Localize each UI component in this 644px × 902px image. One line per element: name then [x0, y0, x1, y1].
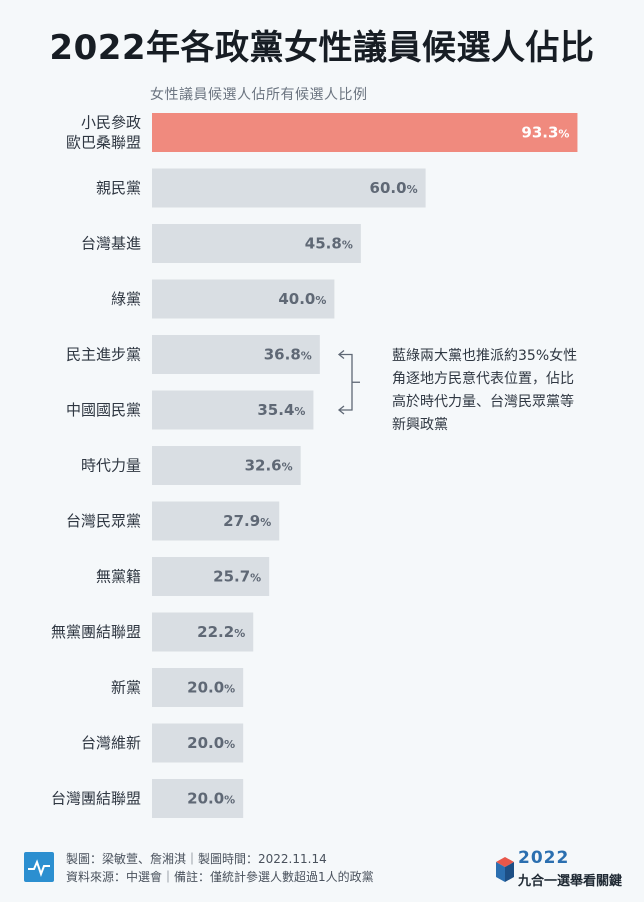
annotation-bracket [340, 353, 353, 411]
category-label: 台灣基進 [81, 235, 141, 253]
bar-chart: 93.3% 小民參政歐巴桑聯盟 60.0% 親民黨 45.8% 台灣基進 40.0% 綠黨 36… [51, 113, 578, 818]
bar [152, 390, 314, 430]
category-label: 無黨團結聯盟 [51, 623, 141, 641]
data-label: 60.0% [370, 179, 418, 197]
bar [152, 224, 361, 263]
bar [152, 279, 335, 319]
annotation-arrowhead [337, 405, 345, 415]
data-label: 27.9% [223, 512, 271, 530]
bar [152, 723, 244, 763]
bar [152, 612, 254, 652]
ballot-box-icon [496, 857, 514, 882]
footer-credits: 製圖：梁敏萱、詹湘淇｜製圖時間：2022.11.14 資料來源：中選會｜備註：僅… [66, 850, 374, 886]
chart-subtitle: 女性議員候選人佔所有候選人比例 [150, 87, 368, 103]
annotation-line: 新興政黨 [392, 417, 448, 433]
footer-source-line: 資料來源：中選會｜備註：僅統計參選人數超過1人的政黨 [66, 870, 374, 884]
data-label: 40.0% [278, 290, 326, 308]
bar [152, 501, 280, 541]
bar [152, 168, 426, 208]
bar [152, 557, 270, 596]
chart-line-icon [24, 852, 54, 882]
logo-year: 2022 [518, 848, 570, 868]
bar [152, 113, 578, 152]
footer: 製圖：梁敏萱、詹湘淇｜製圖時間：2022.11.14 資料來源：中選會｜備註：僅… [0, 840, 644, 902]
category-label: 中國國民黨 [66, 401, 141, 419]
chart-annotation: 藍綠兩大黨也推派約35%女性 角逐地方民意代表位置，佔比 高於時代力量、台灣民眾… [392, 345, 632, 437]
bar [152, 668, 244, 707]
category-label: 無黨籍 [96, 568, 141, 586]
category-label: 台灣團結聯盟 [51, 790, 141, 808]
category-label: 綠黨 [111, 290, 141, 308]
data-label: 20.0% [187, 734, 235, 752]
category-label: 台灣民眾黨 [66, 512, 141, 530]
election-logo: 2022 九合一選舉看關鍵 [494, 848, 624, 894]
category-label: 時代力量 [81, 457, 141, 475]
footer-credit-line: 製圖：梁敏萱、詹湘淇｜製圖時間：2022.11.14 [66, 852, 327, 866]
data-label: 93.3% [521, 124, 569, 142]
bar [152, 779, 244, 818]
data-label: 22.2% [197, 623, 245, 641]
data-label: 25.7% [213, 568, 261, 586]
category-label: 小民參政歐巴桑聯盟 [66, 114, 141, 152]
data-label: 36.8% [264, 346, 312, 364]
data-label: 20.0% [187, 679, 235, 697]
logo-text: 九合一選舉看關鍵 [518, 874, 623, 889]
annotation-arrowhead [337, 349, 345, 360]
data-label: 32.6% [245, 457, 293, 475]
category-label: 親民黨 [96, 179, 141, 197]
annotation-line: 藍綠兩大黨也推派約35%女性 [392, 348, 578, 364]
category-label: 民主進步黨 [66, 346, 141, 364]
bar [152, 446, 301, 485]
annotation-line: 角逐地方民意代表位置，佔比 [392, 371, 574, 387]
bar [152, 335, 320, 374]
annotation-line: 高於時代力量、台灣民眾黨等 [392, 394, 574, 410]
page-title: 2022年各政黨女性議員候選人佔比 [49, 28, 595, 68]
data-label: 45.8% [305, 235, 353, 253]
data-label: 20.0% [187, 790, 235, 808]
category-label: 新黨 [111, 679, 141, 697]
data-label: 35.4% [257, 401, 305, 419]
category-label: 台灣維新 [81, 734, 141, 752]
